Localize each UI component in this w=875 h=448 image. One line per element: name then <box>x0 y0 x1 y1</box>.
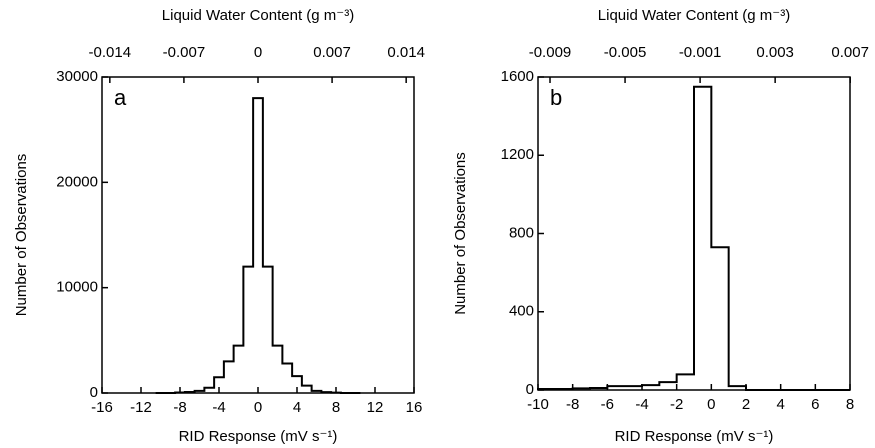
y-tick-label: 800 <box>509 224 534 241</box>
x-tick-label: -12 <box>130 399 152 416</box>
bar <box>253 98 263 393</box>
top-axis-label: Liquid Water Content (g m⁻³) <box>598 7 790 24</box>
x-tick-label: -16 <box>91 399 113 416</box>
top-tick-label: 0 <box>254 44 262 61</box>
x-tick-label: 8 <box>846 396 854 413</box>
histogram-outline <box>155 97 361 394</box>
y-tick-label: 400 <box>509 303 534 320</box>
top-tick-label: 0.007 <box>313 44 351 61</box>
top-tick-label: -0.014 <box>89 44 132 61</box>
top-tick-label: 0.007 <box>831 44 869 61</box>
y-tick-label: 1200 <box>501 146 534 163</box>
x-axis-label: RID Response (mV s⁻¹) <box>615 428 774 445</box>
y-tick-label: 10000 <box>56 279 98 296</box>
top-axis-label: Liquid Water Content (g m⁻³) <box>162 7 354 24</box>
x-tick-label: 4 <box>293 399 301 416</box>
panel-label: b <box>550 85 562 110</box>
x-tick-label: 16 <box>406 399 423 416</box>
y-tick-label: 0 <box>90 384 98 401</box>
x-tick-label: 2 <box>742 396 750 413</box>
top-tick-label: 0.003 <box>756 44 794 61</box>
bar <box>677 374 694 390</box>
bar <box>302 386 312 393</box>
bar <box>711 247 728 390</box>
x-tick-label: 0 <box>707 396 715 413</box>
x-tick-label: 8 <box>332 399 340 416</box>
x-tick-label: -4 <box>212 399 225 416</box>
top-tick-label: 0.014 <box>387 44 425 61</box>
x-tick-label: 4 <box>776 396 784 413</box>
x-tick-label: -6 <box>601 396 614 413</box>
top-tick-label: -0.009 <box>529 44 572 61</box>
x-tick-label: 6 <box>811 396 819 413</box>
bar <box>694 87 711 390</box>
x-tick-label: 0 <box>254 399 262 416</box>
bar <box>214 377 224 393</box>
x-tick-label: -2 <box>670 396 683 413</box>
y-tick-label: 30000 <box>56 68 98 85</box>
bar <box>243 267 253 393</box>
x-tick-label: -10 <box>527 396 549 413</box>
bar <box>292 376 302 393</box>
y-axis-label: Number of Observations <box>452 152 469 315</box>
x-tick-label: -4 <box>635 396 648 413</box>
y-tick-label: 20000 <box>56 173 98 190</box>
bar <box>282 364 292 393</box>
y-tick-label: 1600 <box>501 68 534 85</box>
bar <box>234 346 244 393</box>
panel-label: a <box>114 85 127 110</box>
bar <box>224 361 234 393</box>
y-axis-label: Number of Observations <box>13 154 30 317</box>
top-tick-label: -0.007 <box>163 44 206 61</box>
bar <box>263 267 273 393</box>
top-tick-label: -0.005 <box>604 44 647 61</box>
bar <box>659 382 676 390</box>
histogram-outline <box>537 85 850 391</box>
y-tick-label: 0 <box>526 381 534 398</box>
x-axis-label: RID Response (mV s⁻¹) <box>179 428 338 445</box>
x-tick-label: -8 <box>566 396 579 413</box>
top-tick-label: -0.001 <box>679 44 722 61</box>
bar <box>273 346 283 393</box>
x-tick-label: -8 <box>173 399 186 416</box>
x-tick-label: 12 <box>367 399 384 416</box>
